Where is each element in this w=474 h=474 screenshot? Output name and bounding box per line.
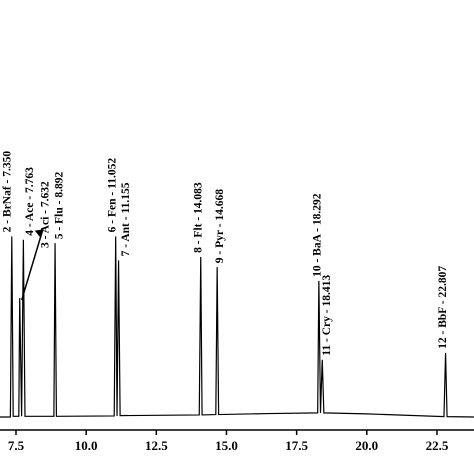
peak-label: 4 - Ace - 7.763 (24, 167, 36, 236)
peak-label: 9 - Pyr - 14.668 (214, 189, 226, 263)
x-tick-label: 20.0 (355, 438, 378, 453)
peak-label: 12 - BbF - 22.807 (437, 266, 449, 349)
peak-label: 3 - Aci - 7.632 (39, 181, 51, 248)
peak-label: 10 - BaA - 18.292 (312, 193, 324, 277)
arrow-line (20, 229, 44, 301)
x-tick-label: 15.0 (215, 438, 238, 453)
x-tick-label: 12.5 (145, 438, 168, 453)
peak-label: 6 - Fen - 11.052 (106, 158, 118, 233)
peak-label: 11 - Cry - 18.413 (321, 275, 333, 356)
peak-label: 2 - BrNaf - 7.350 (1, 151, 13, 233)
peak-label: 7 - Ant - 11.155 (120, 182, 132, 256)
x-tick-label: 17.5 (285, 438, 308, 453)
x-tick-label: 22.5 (426, 438, 449, 453)
trace (0, 236, 474, 418)
peak-label: 8 - Flt - 14.083 (192, 182, 204, 253)
x-tick-label: 10.0 (75, 438, 98, 453)
peak-label: 5 - Flu - 8.892 (54, 172, 66, 240)
arrow-head (34, 229, 44, 237)
x-tick-label: 7.5 (8, 438, 25, 453)
